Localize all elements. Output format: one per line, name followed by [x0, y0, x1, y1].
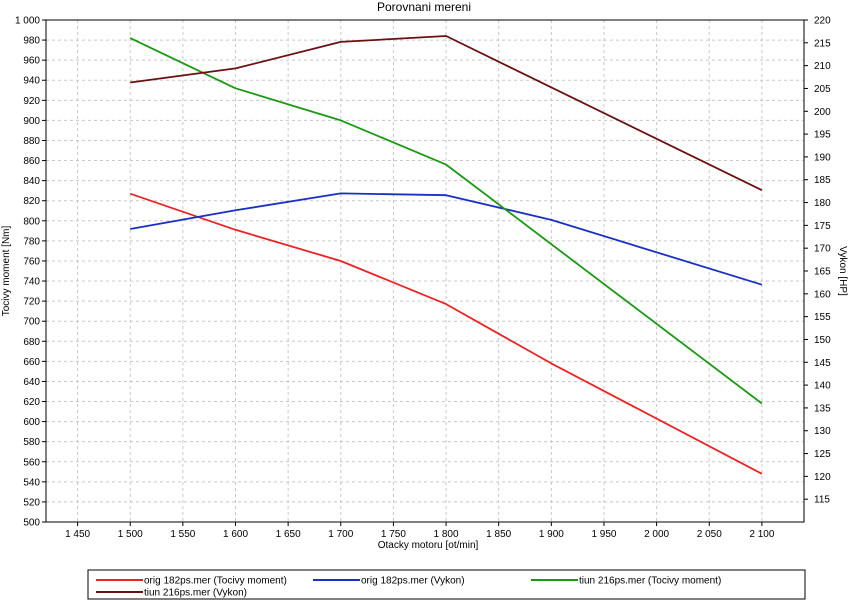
y-right-tick-label: 140 [814, 381, 831, 392]
x-tick-label: 1 900 [539, 529, 564, 540]
series-line-3 [130, 35, 763, 192]
x-axis-title: Otacky motoru [ot/min] [378, 540, 479, 551]
y-right-tick-label: 115 [814, 495, 830, 506]
y-left-tick-label: 940 [23, 76, 40, 87]
y-right-tick-label: 210 [814, 61, 831, 72]
y-right-tick-label: 205 [814, 84, 831, 95]
grid [46, 19, 804, 523]
y-right-tick-label: 190 [814, 152, 831, 163]
y-right-tick-label: 150 [814, 335, 831, 346]
y-left-tick-label: 540 [23, 477, 40, 488]
y-left-tick-label: 600 [23, 417, 40, 428]
y-right-tick-label: 200 [814, 107, 831, 118]
y-right-tick-label: 195 [814, 130, 831, 141]
y-right-tick-label: 155 [814, 312, 831, 323]
x-axis: 1 450 1 500 1 550 1 600 1 650 1 700 1 750 1 800… [65, 522, 775, 540]
y-left-tick-label: 640 [23, 377, 40, 388]
y-left-tick-label: 960 [23, 56, 40, 67]
y-right-tick-label: 180 [814, 198, 831, 209]
y-right-tick-label: 215 [814, 38, 831, 49]
y-right-tick-label: 170 [814, 244, 831, 255]
x-tick-label: 1 650 [276, 529, 301, 540]
y-left-tick-label: 660 [23, 357, 40, 368]
y-right-tick-label: 145 [814, 358, 831, 369]
y-left-tick-label: 920 [23, 96, 40, 107]
y-right-tick-label: 220 [814, 16, 831, 27]
y-axis-left-title: Tocivy moment [Nm] [1, 225, 12, 316]
y-left-tick-label: 820 [23, 196, 40, 207]
x-tick-label: 1 600 [223, 529, 248, 540]
y-left-tick-label: 680 [23, 337, 40, 348]
x-tick-label: 1 700 [328, 529, 353, 540]
y-left-tick-label: 900 [23, 116, 40, 127]
y-right-tick-label: 125 [814, 449, 831, 460]
y-left-tick-label: 760 [23, 256, 40, 267]
y-left-tick-label: 780 [23, 236, 40, 247]
legend-box [87, 569, 806, 600]
y-left-tick-label: 500 [23, 518, 40, 529]
x-tick-label: 1 450 [65, 529, 90, 540]
y-left-tick-label: 720 [23, 297, 40, 308]
legend-label-1: orig 182ps.mer (Vykon) [361, 576, 465, 587]
x-tick-label: 1 950 [591, 529, 616, 540]
y-left-tick-label: 980 [23, 36, 40, 47]
y-right-tick-label: 160 [814, 289, 831, 300]
legend-label-2: tiun 216ps.mer (Tocivy moment) [579, 576, 721, 587]
y-right-tick-label: 185 [814, 175, 831, 186]
x-tick-label: 1 550 [170, 529, 195, 540]
y-right-tick-label: 130 [814, 426, 831, 437]
y-left-tick-label: 700 [23, 317, 40, 328]
y-left-tick-label: 840 [23, 176, 40, 187]
x-tick-label: 1 750 [381, 529, 406, 540]
y-right-tick-label: 120 [814, 472, 831, 483]
y-left-tick-label: 520 [23, 497, 40, 508]
y-left-tick-label: 800 [23, 216, 40, 227]
series-layer [129, 35, 763, 475]
y-left-tick-label: 620 [23, 397, 40, 408]
legend: orig 182ps.mer (Tocivy moment) orig 182ps… [87, 569, 806, 600]
x-tick-label: 1 800 [434, 529, 459, 540]
y-axis-left: 500 520 540 560 580 600 620 640 660 680 700 720 740 7… [15, 16, 46, 529]
y-right-tick-label: 135 [814, 403, 831, 414]
plot-frame [45, 19, 805, 523]
chart-title: Porovnani mereni [377, 0, 471, 14]
y-left-tick-label: 560 [23, 457, 40, 468]
series-line-1 [130, 192, 763, 286]
y-left-tick-label: 580 [23, 437, 40, 448]
y-right-tick-label: 165 [814, 267, 831, 278]
series-line-2 [129, 37, 763, 405]
y-left-tick-label: 880 [23, 136, 40, 147]
y-left-tick-label: 740 [23, 277, 40, 288]
legend-label-3: tiun 216ps.mer (Vykon) [144, 588, 247, 599]
y-right-tick-label: 175 [814, 221, 831, 232]
x-tick-label: 2 100 [749, 529, 774, 540]
x-tick-label: 1 850 [486, 529, 511, 540]
legend-label-0: orig 182ps.mer (Tocivy moment) [144, 576, 287, 587]
x-tick-label: 2 050 [697, 529, 722, 540]
y-axis-right-title: Vykon [HP] [837, 246, 848, 296]
y-left-tick-label: 1 000 [15, 16, 40, 27]
y-axis-right: 115 120 125 130 135 140 145 150 155 160 165 170 175 1… [804, 16, 831, 506]
y-left-tick-label: 860 [23, 156, 40, 167]
series-line-0 [129, 192, 763, 475]
x-tick-label: 2 000 [644, 529, 669, 540]
x-tick-label: 1 500 [118, 529, 143, 540]
